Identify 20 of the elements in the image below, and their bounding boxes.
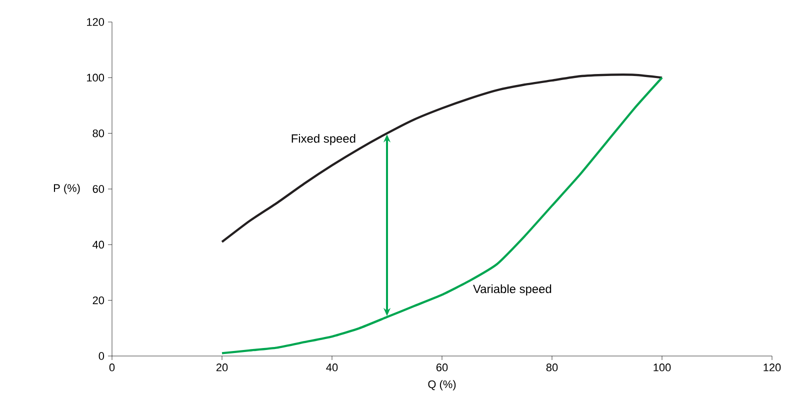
series-label: Fixed speed xyxy=(292,134,356,146)
x-tick-label: 0 xyxy=(109,364,115,372)
y-tick-label: 40 xyxy=(92,240,104,249)
x-axis-title: Q (%) xyxy=(428,380,456,390)
x-tick-label: 100 xyxy=(654,364,671,372)
y-tick-label: 0 xyxy=(98,352,104,360)
y-tick-label: 100 xyxy=(87,74,104,82)
y-axis-title: P (%) xyxy=(54,184,80,194)
y-tick-label: 60 xyxy=(92,185,104,193)
x-tick-label: 60 xyxy=(436,364,448,372)
x-tick-label: 120 xyxy=(764,364,781,372)
x-tick-label: 40 xyxy=(326,364,338,372)
x-tick-label: 20 xyxy=(216,364,228,372)
line-series xyxy=(220,74,664,243)
y-tick-label: 20 xyxy=(92,296,104,304)
x-tick-label: 80 xyxy=(546,364,558,372)
y-tick-label: 80 xyxy=(92,129,104,138)
series-label: Variable speed xyxy=(473,284,552,296)
line-series xyxy=(220,76,664,354)
y-tick-label: 120 xyxy=(87,18,104,26)
